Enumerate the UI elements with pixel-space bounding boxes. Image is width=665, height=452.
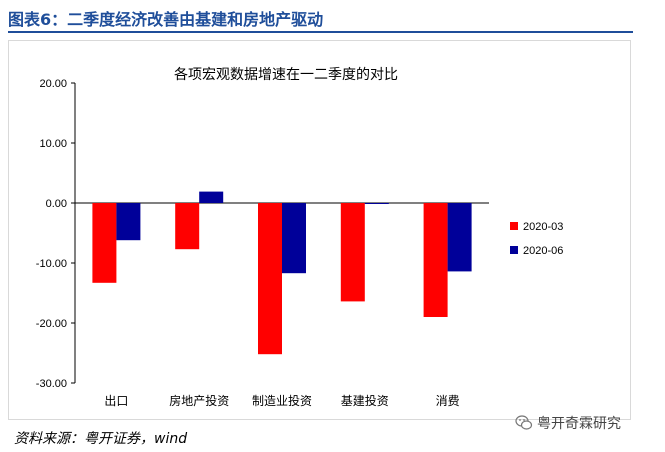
bar-2020-03-消费 (423, 203, 448, 317)
wechat-icon (515, 415, 533, 430)
legend-swatch (510, 222, 518, 230)
bar-2020-03-房地产投资 (175, 203, 200, 250)
chart-frame: 各项宏观数据增速在一二季度的对比 20.00 10.00 0.00 -10.00 -20… (8, 40, 631, 420)
y-tick-label: -20.00 (36, 318, 67, 330)
bar-2020-06-消费 (447, 203, 472, 272)
bar-2020-03-基建投资 (340, 203, 365, 302)
chart-title: 各项宏观数据增速在一二季度的对比 (174, 67, 398, 83)
bar-2020-03-制造业投资 (258, 203, 282, 355)
title-divider (8, 31, 633, 33)
y-tick-label: -10.00 (36, 258, 67, 270)
x-tick-label: 出口 (104, 394, 128, 408)
x-tick-label: 房地产投资 (169, 393, 229, 408)
legend-label: 2020-03 (523, 221, 563, 233)
watermark-text: 粤开奇霖研究 (537, 416, 621, 432)
y-tick-label: 20.00 (39, 78, 67, 90)
bar-2020-06-基建投资 (364, 203, 389, 204)
bar-2020-03-出口 (92, 203, 117, 283)
x-tick-label: 制造业投资 (252, 393, 312, 408)
legend-swatch (510, 246, 518, 254)
bar-2020-06-出口 (116, 203, 141, 241)
x-tick-label: 消费 (436, 394, 460, 408)
figure-title: 图表6：二季度经济改善由基建和房地产驱动 (8, 10, 324, 29)
y-tick-label: 0.00 (46, 198, 67, 210)
source-note: 资料来源：粤开证券，wind (14, 431, 188, 447)
x-tick-label: 基建投资 (341, 393, 389, 408)
y-tick-label: 10.00 (39, 138, 67, 150)
y-tick-label: -30.00 (36, 378, 67, 390)
legend-label: 2020-06 (523, 245, 563, 257)
bar-chart: 各项宏观数据增速在一二季度的对比 20.00 10.00 0.00 -10.00 -20… (36, 67, 564, 408)
watermark: 粤开奇霖研究 (515, 413, 621, 433)
bar-2020-06-房地产投资 (199, 191, 224, 203)
bar-2020-06-制造业投资 (282, 203, 306, 274)
